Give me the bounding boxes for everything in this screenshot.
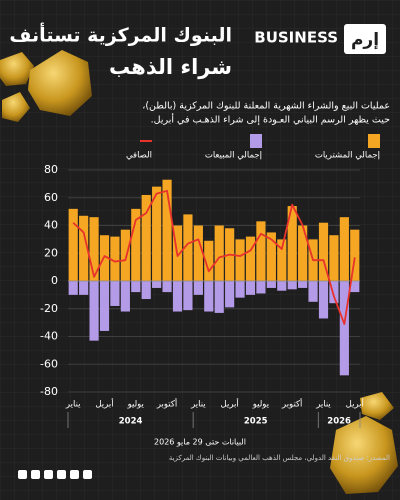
- x-tick-label: يناير: [315, 400, 331, 410]
- bar: [339, 217, 349, 281]
- year-label: 2025: [244, 417, 268, 427]
- title-line: البنوك المركزية تستأنف: [9, 23, 232, 47]
- y-tick-label: 80: [44, 163, 58, 176]
- brand: BUSINESS: [254, 29, 338, 47]
- bar: [277, 281, 287, 291]
- bar: [277, 239, 287, 281]
- bar: [79, 215, 89, 281]
- bar: [120, 229, 130, 281]
- gold-nugget: [360, 392, 394, 420]
- bar: [152, 281, 162, 288]
- bar: [110, 281, 120, 306]
- x-tick-label: أبريل: [221, 398, 239, 410]
- bar: [235, 281, 245, 298]
- bar: [131, 281, 141, 293]
- y-tick-label: 60: [44, 191, 58, 204]
- bar: [79, 281, 89, 295]
- bar: [225, 281, 235, 308]
- bar: [235, 239, 245, 281]
- gold-nugget: [2, 92, 30, 122]
- y-tick-label: 40: [44, 219, 58, 232]
- legend-label: الصافي: [126, 151, 152, 161]
- bar: [350, 281, 360, 293]
- bar: [298, 225, 308, 281]
- bar: [329, 235, 339, 281]
- bar: [318, 222, 329, 281]
- bar: [214, 225, 224, 281]
- y-tick-label: 20: [44, 246, 58, 259]
- bar: [183, 281, 193, 311]
- bar: [172, 281, 183, 312]
- bar: [245, 281, 256, 295]
- x-tick-label: يوليو: [127, 400, 145, 410]
- bar: [287, 281, 297, 290]
- bar: [350, 229, 360, 281]
- bar: [141, 281, 151, 300]
- bar: [110, 236, 120, 281]
- year-label: 2024: [119, 417, 143, 427]
- bar: [193, 225, 203, 281]
- bar: [287, 206, 297, 281]
- bar: [99, 235, 110, 281]
- legend-label: إجمالي المبيعات: [205, 151, 262, 161]
- source: المصدر: صندوق النقد الدولي، مجلس الذهب ا…: [169, 454, 390, 462]
- y-tick-label: -20: [40, 302, 58, 315]
- net-line: [72, 189, 356, 325]
- bar: [318, 281, 329, 319]
- note: البيانات حتى 29 مايو 2026: [154, 438, 246, 447]
- legend-label: إجمالي المشتريات: [315, 151, 380, 161]
- bar: [266, 232, 276, 281]
- subtitle-line: حيث يظهر الرسم البياني العـودة إلى شراء …: [151, 113, 390, 126]
- bar: [141, 194, 151, 281]
- gold-nugget: [28, 50, 92, 116]
- bar: [204, 240, 214, 281]
- bar: [162, 179, 172, 281]
- x-tick-label: يناير: [190, 400, 206, 410]
- x-tick-label: أبريل: [346, 398, 364, 410]
- year-label: 2026: [327, 417, 351, 427]
- bar: [256, 281, 266, 294]
- bar: [99, 281, 110, 331]
- bar: [193, 281, 203, 295]
- legend-swatch: [250, 134, 262, 148]
- x-tick-label: أكتوبر: [156, 398, 177, 410]
- bar: [339, 281, 349, 376]
- bar: [245, 236, 256, 281]
- bar: [68, 208, 78, 281]
- bar: [204, 281, 214, 312]
- x-tick-label: أكتوبر: [281, 398, 302, 410]
- bar: [329, 281, 339, 304]
- bar: [120, 281, 130, 312]
- gold-nugget: [330, 416, 398, 494]
- subtitle-line: عمليات البيع والشراء الشهرية المعلنة للب…: [142, 101, 390, 112]
- y-tick-label: -60: [40, 357, 58, 370]
- logo-box: [344, 24, 386, 54]
- y-tick-label: 0: [51, 274, 58, 287]
- bar: [162, 281, 172, 293]
- x-tick-label: يناير: [65, 400, 81, 410]
- title-line: شراء الذهب: [109, 55, 232, 79]
- bar: [308, 281, 318, 302]
- chart: إجمالي المشتريات إجمالي المبيعات الصافي -80…: [40, 134, 380, 428]
- y-tick-label: -40: [40, 330, 58, 343]
- x-tick-label: يوليو: [252, 400, 270, 410]
- y-tick-label: -80: [40, 385, 58, 398]
- gold-nugget: [0, 52, 34, 86]
- bar: [256, 221, 266, 281]
- bar: [131, 208, 141, 281]
- social-icons: [18, 470, 92, 479]
- legend-swatch: [368, 134, 380, 148]
- bar: [152, 186, 162, 281]
- bar: [68, 281, 78, 295]
- bar: [214, 281, 224, 313]
- x-tick-label: أبريل: [95, 398, 113, 410]
- logo: إرم: [351, 30, 379, 50]
- bar: [89, 217, 99, 281]
- bar: [183, 214, 193, 281]
- bar: [266, 281, 276, 288]
- bar: [298, 281, 308, 288]
- bar: [89, 281, 99, 341]
